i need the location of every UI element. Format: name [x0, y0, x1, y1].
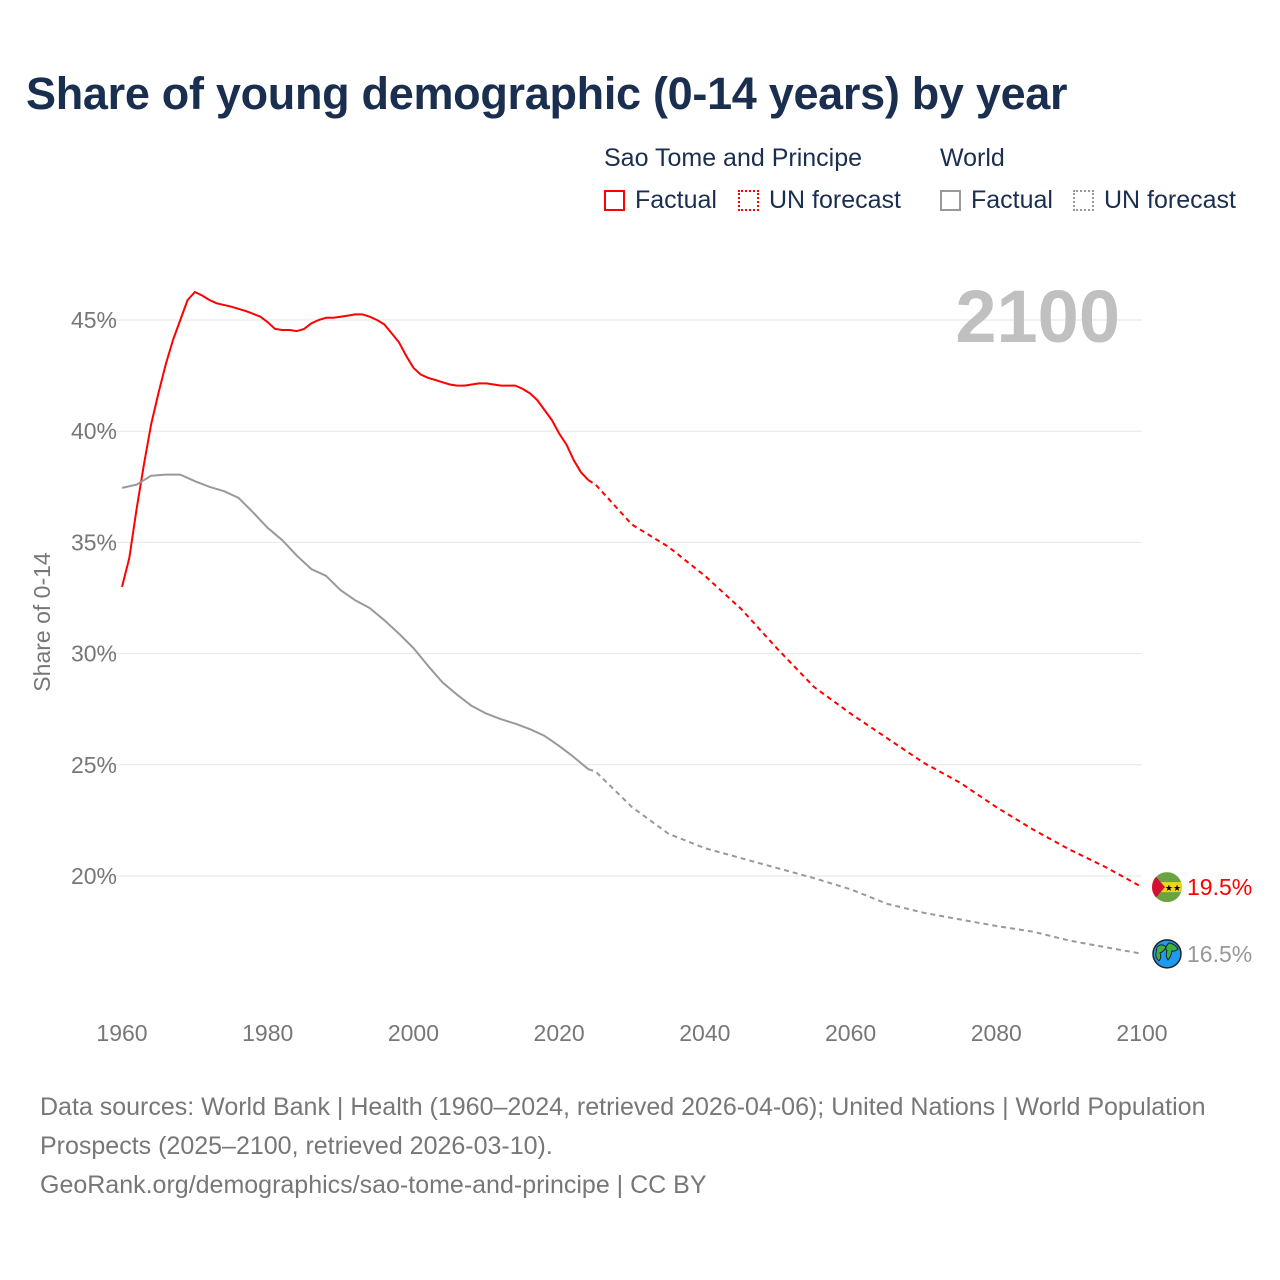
legend-swatch-dotted-gray	[1073, 190, 1094, 211]
x-tick-label: 2000	[388, 1020, 439, 1046]
y-tick-label: 20%	[71, 863, 117, 889]
x-tick-label: 2060	[825, 1020, 876, 1046]
legend-label: Factual	[971, 186, 1053, 214]
y-tick-label: 25%	[71, 752, 117, 778]
series-line-1	[587, 479, 1143, 888]
legend-label: Factual	[635, 186, 717, 214]
line-chart: 20% 25% 30% 35% 40% 45% 1960 1980 2000 2020 2040 20…	[29, 275, 1252, 1046]
end-value-label: 16.5%	[1187, 941, 1252, 967]
legend-item-stp-factual[interactable]: Factual	[604, 186, 717, 215]
data-sources: Data sources: World Bank | Health (1960–…	[40, 1088, 1220, 1205]
chart-title: Share of young demographic (0-14 years) …	[26, 68, 1068, 119]
x-tick-label: 2040	[679, 1020, 730, 1046]
end-value-label: 19.5%	[1187, 874, 1252, 900]
legend-label: UN forecast	[769, 186, 901, 214]
y-tick-label: 30%	[71, 641, 117, 667]
series-line-2	[121, 473, 589, 770]
legend-label: UN forecast	[1104, 186, 1236, 214]
svg-text:★★: ★★	[1165, 883, 1181, 893]
legend-item-world-factual[interactable]: Factual	[940, 186, 1053, 215]
x-tick-label: 1980	[242, 1020, 293, 1046]
legend-item-world-forecast[interactable]: UN forecast	[1073, 186, 1236, 215]
y-axis-label: Share of 0-14	[29, 552, 55, 692]
year-overlay: 2100	[955, 275, 1120, 358]
x-tick-label: 2100	[1116, 1020, 1167, 1046]
sources-text: Data sources: World Bank | Health (1960–…	[40, 1093, 1206, 1160]
legend-item-stp-forecast[interactable]: UN forecast	[738, 186, 901, 215]
y-tick-label: 35%	[71, 529, 117, 555]
x-tick-label: 2020	[534, 1020, 585, 1046]
legend-swatch-dotted-red	[738, 190, 759, 211]
y-tick-label: 40%	[71, 418, 117, 444]
sao-tome-flag-icon: ★★	[1152, 872, 1182, 903]
x-tick-label: 1960	[96, 1020, 147, 1046]
legend-group-sao-tome: Sao Tome and Principe	[604, 144, 863, 172]
legend-swatch-solid-red	[604, 190, 625, 211]
globe-icon	[1152, 939, 1182, 969]
legend-swatch-solid-gray	[940, 190, 961, 211]
legend-group-world: World	[940, 144, 1005, 172]
x-tick-label: 2080	[971, 1020, 1022, 1046]
series-line-0	[121, 291, 590, 588]
series-line-3	[587, 768, 1143, 955]
y-tick-label: 45%	[71, 307, 117, 333]
sources-link[interactable]: GeoRank.org/demographics/sao-tome-and-pr…	[40, 1171, 707, 1199]
